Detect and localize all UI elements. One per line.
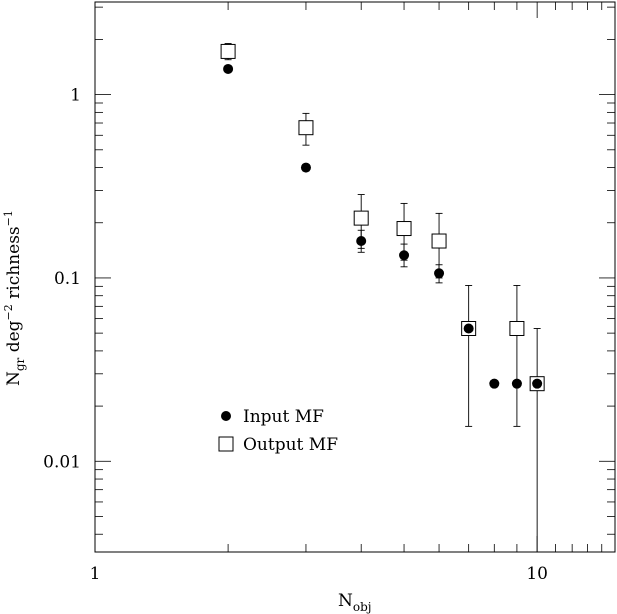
y-axis-label-richness: richness [4,226,24,304]
y-axis-label-deg: deg [4,320,24,357]
output-mf-point [220,43,236,59]
input-mf-point [223,63,234,74]
output-mf-point [396,221,412,237]
output-mf-point [353,210,369,226]
legend-marker-input [221,411,231,421]
input-mf-point [356,236,367,247]
output-mf-point [431,233,447,249]
input-mf-point [399,250,410,261]
y-axis-label-main: N [4,371,24,386]
output-mf-point [298,120,314,136]
legend: Input MF Output MF [218,407,338,455]
input-mf-point [511,378,522,389]
legend-label-input: Input MF [243,407,324,427]
y-tick-label: 0.1 [54,269,81,289]
x-axis-label-sub: obj [353,600,372,614]
x-axis-label-main: N [338,591,353,611]
legend-marker-output [218,436,234,452]
y-axis-label-richness-exp: −1 [2,210,15,226]
axis-ticks [94,2,616,552]
input-mf-point [300,162,311,173]
x-tick-label: 1 [90,564,101,584]
y-tick-label: 1 [70,86,81,106]
input-mf-point [532,378,543,389]
y-tick-label: 0.01 [43,452,81,472]
y-axis-label-deg-exp: −2 [2,304,15,320]
input-mf-point [463,323,474,334]
error-bars [224,43,541,552]
legend-label-output: Output MF [243,435,338,455]
output-mf-point [509,320,525,336]
x-axis-label: Nobj [338,591,372,614]
y-axis-label-sub: gr [13,357,27,371]
input-mf-point [489,378,500,389]
y-axis-label: Ngr deg−2 richness−1 [2,210,27,386]
data-points [220,43,545,392]
plot-frame [94,1,616,553]
x-tick-label: 10 [526,564,548,584]
tick-labels: 1 10 1 0.1 0.01 [43,86,548,584]
input-mf-point [434,268,445,279]
